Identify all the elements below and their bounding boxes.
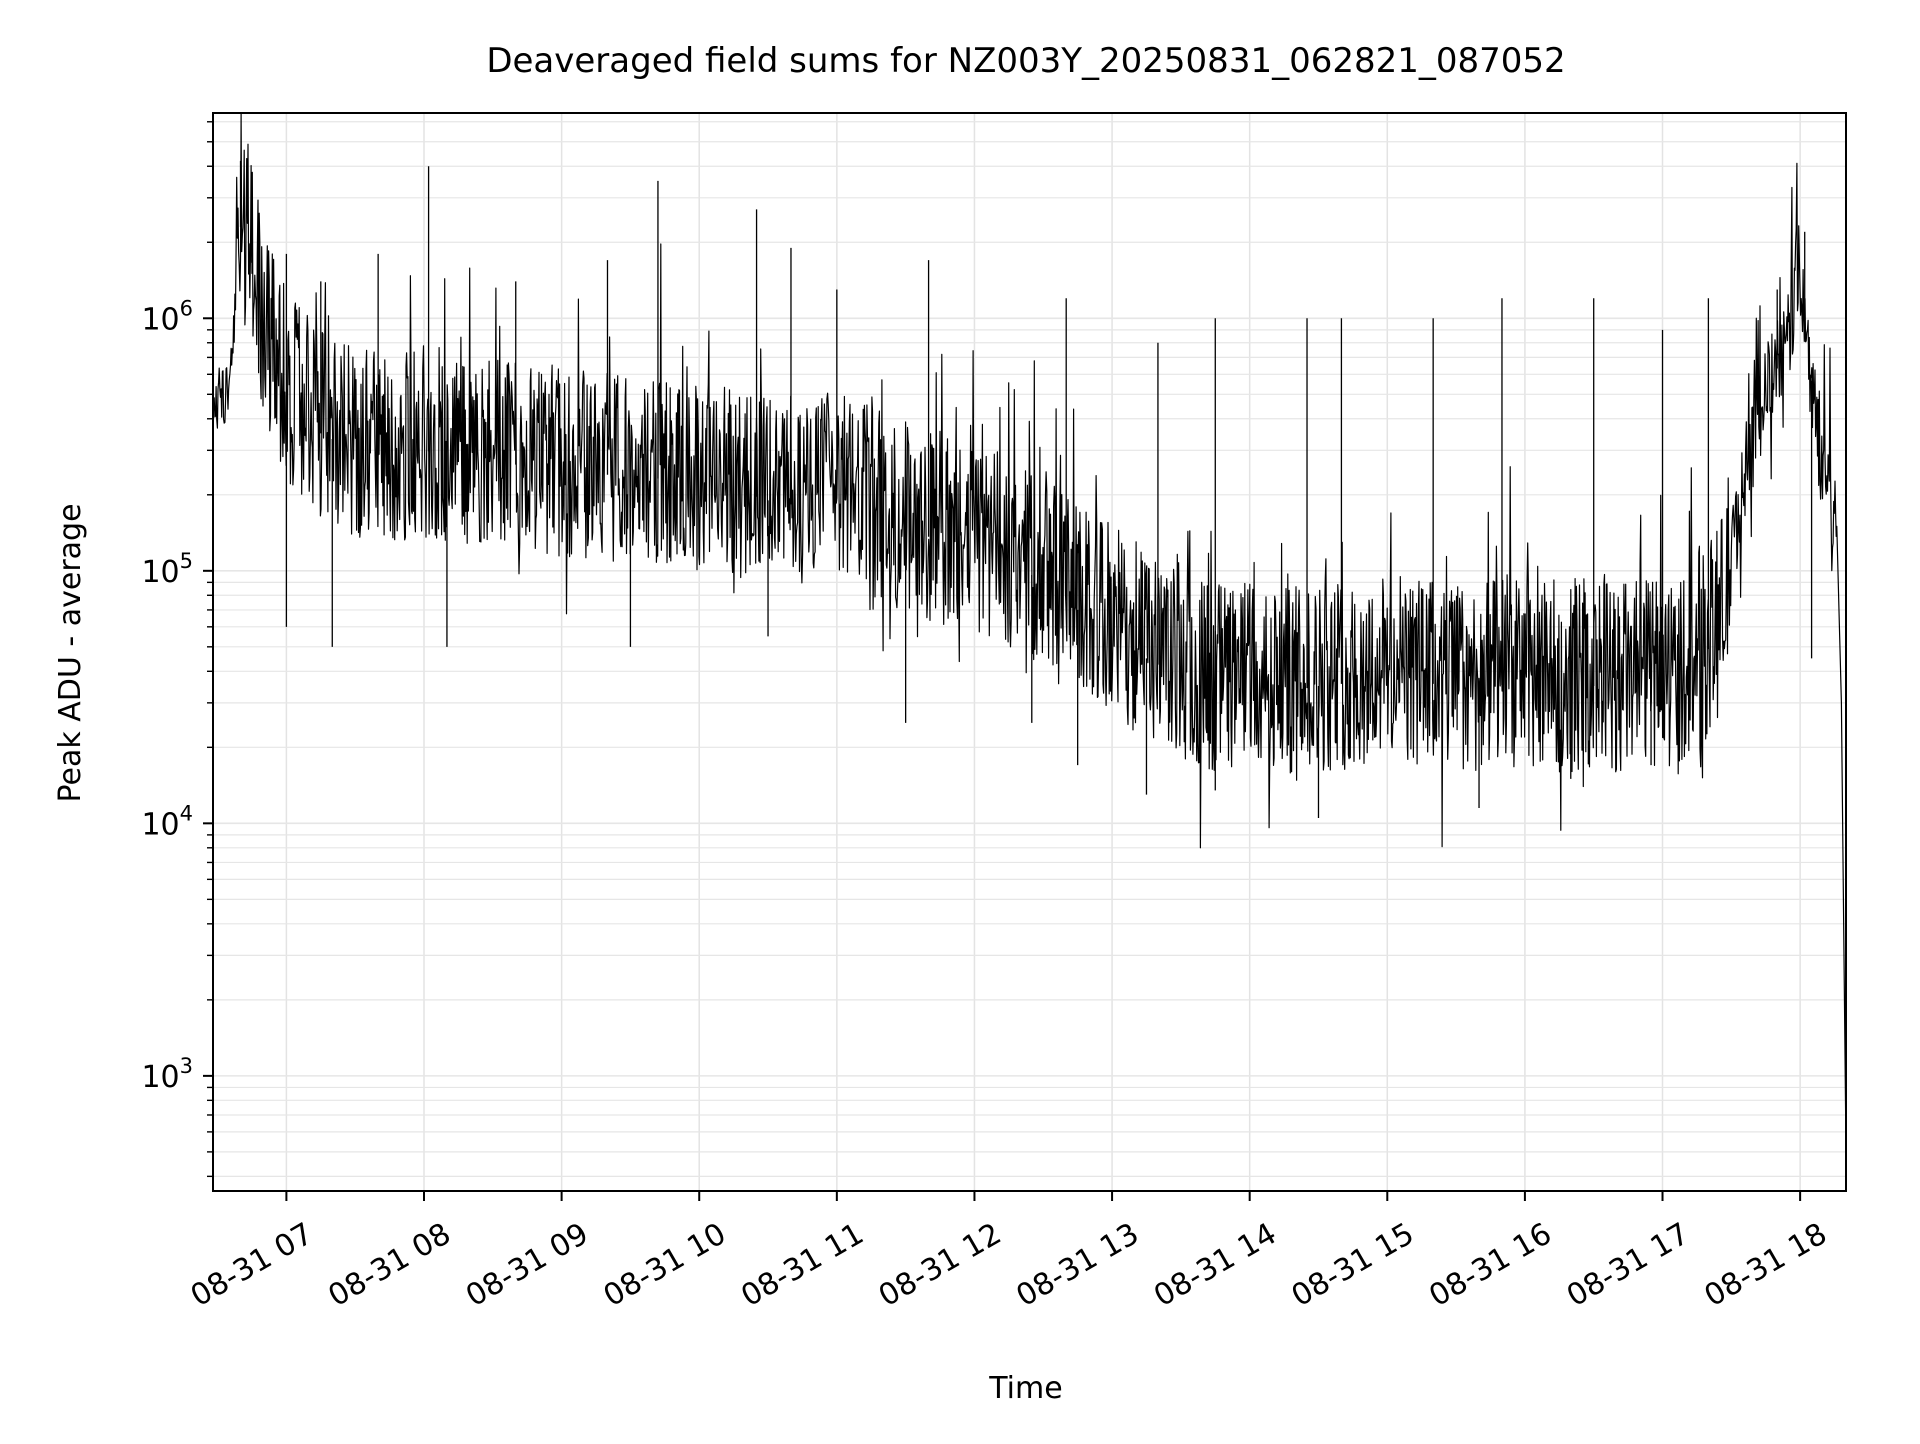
y-tick-label: 105 bbox=[141, 549, 193, 590]
series-line bbox=[212, 113, 1847, 1152]
y-axis-label: Peak ADU - average bbox=[53, 503, 88, 802]
plot-area bbox=[212, 113, 1847, 1152]
y-tick-label: 106 bbox=[141, 296, 193, 337]
chart-title: Deaveraged field sums for NZ003Y_2025083… bbox=[486, 41, 1565, 81]
x-axis-label: Time bbox=[988, 1371, 1062, 1406]
y-tick-label: 103 bbox=[141, 1054, 193, 1095]
axes-frame bbox=[212, 112, 1847, 1192]
y-tick-label: 104 bbox=[141, 801, 193, 842]
